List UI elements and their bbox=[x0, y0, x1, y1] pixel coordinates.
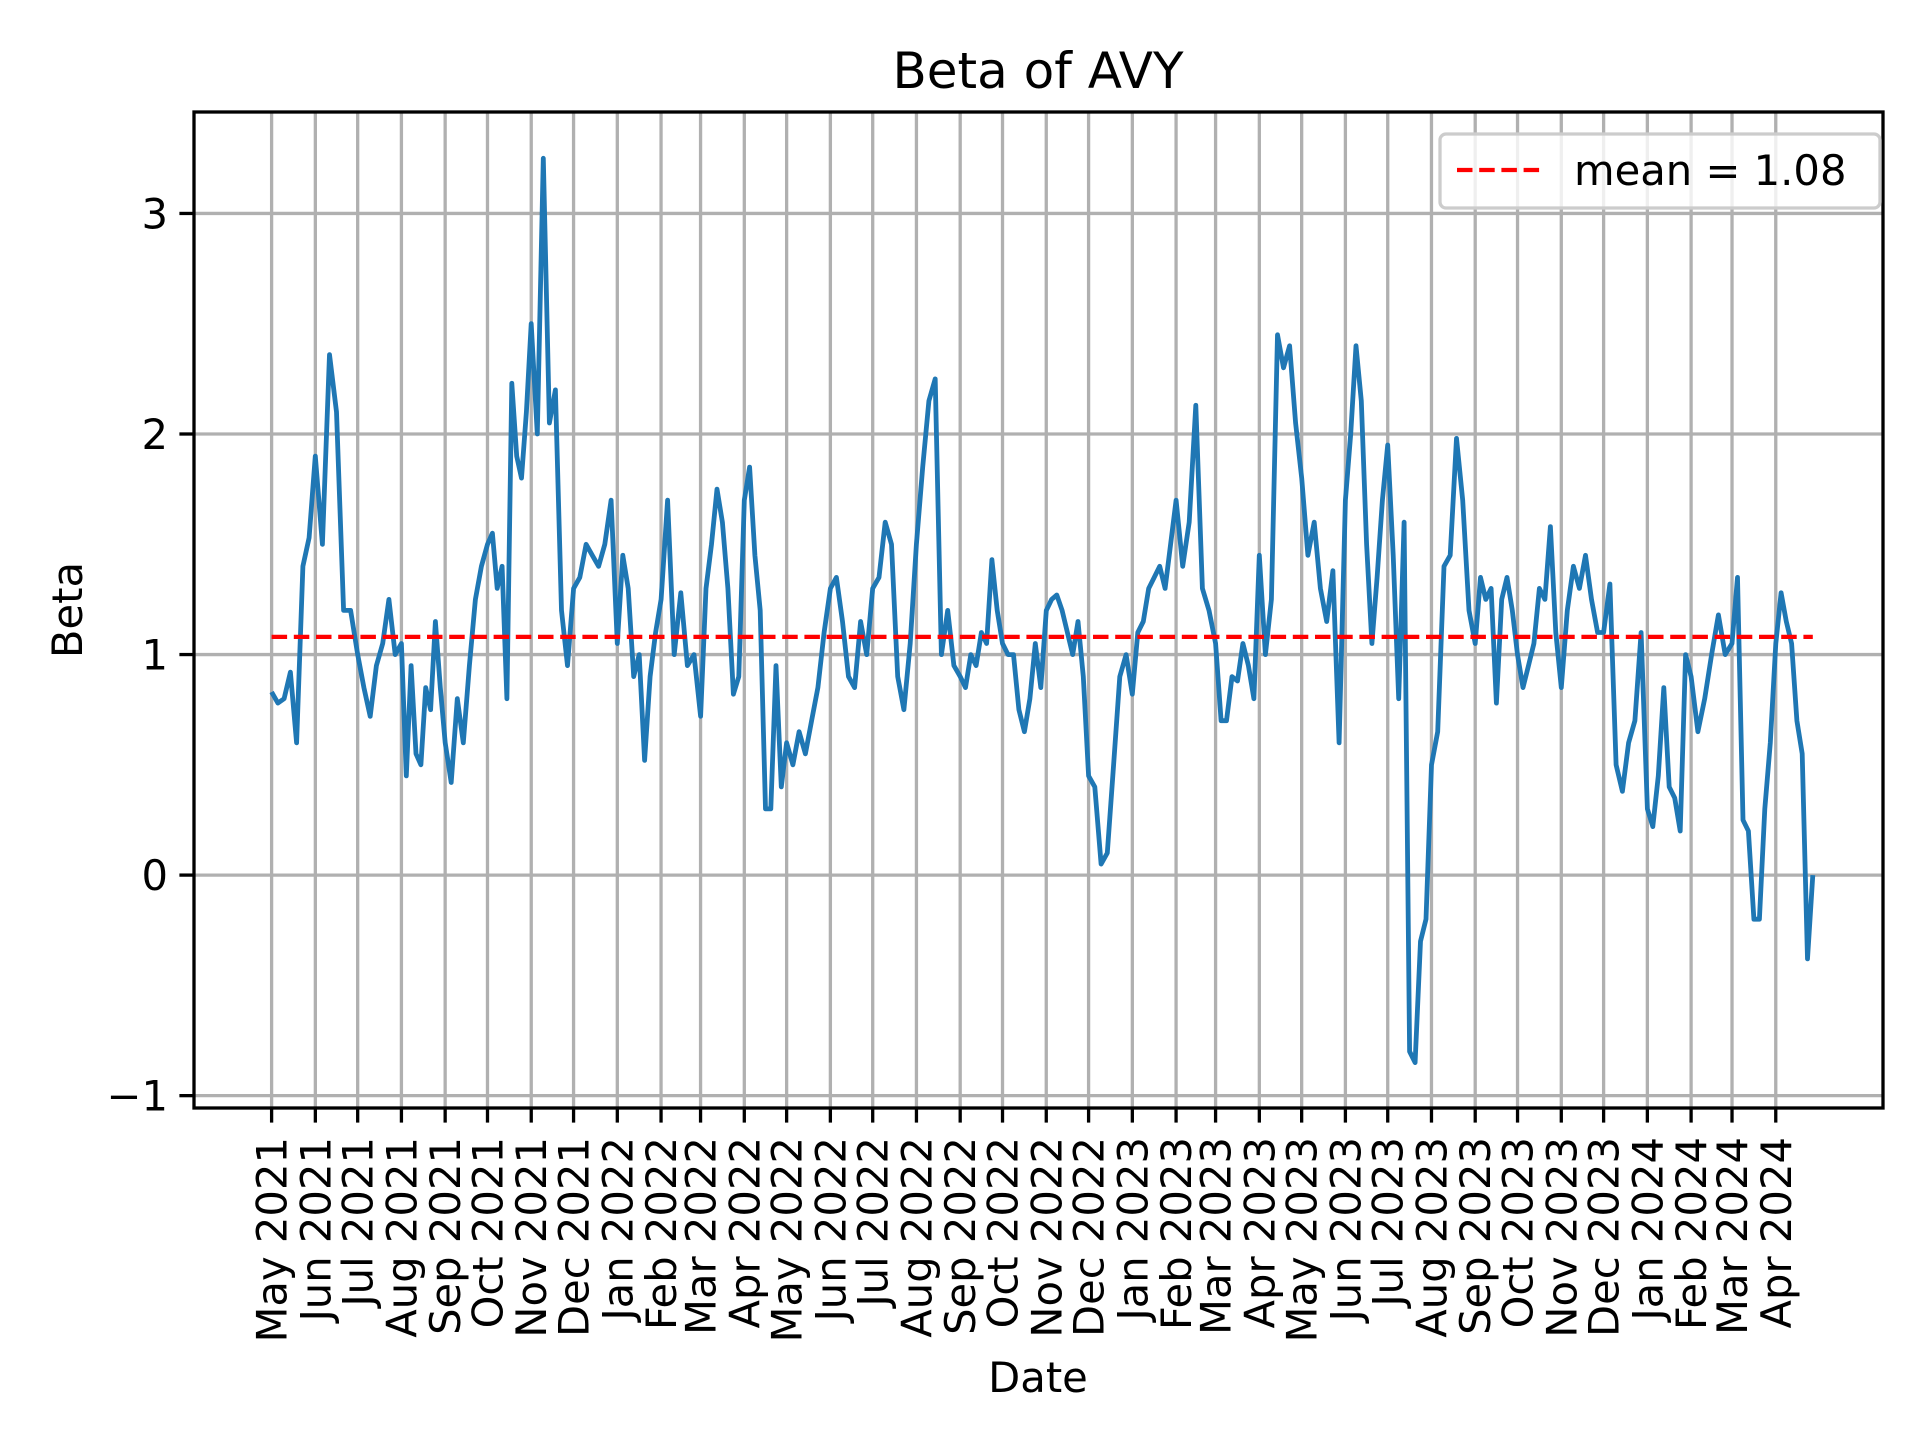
x-tick-label: May 2022 bbox=[763, 1137, 812, 1343]
x-tick-label: Jan 2024 bbox=[1623, 1137, 1672, 1324]
plot-frame bbox=[192, 110, 1885, 1110]
legend: mean = 1.08 bbox=[1438, 132, 1882, 210]
x-tick-label: Dec 2021 bbox=[550, 1137, 599, 1337]
x-axis-label: Date bbox=[988, 1353, 1088, 1402]
x-tick-label: Oct 2021 bbox=[463, 1137, 512, 1328]
legend-box bbox=[1438, 132, 1882, 210]
x-tick-label: Sep 2021 bbox=[421, 1137, 470, 1335]
x-tick-label: Jun 2023 bbox=[1321, 1137, 1370, 1324]
x-tick-label: Oct 2022 bbox=[979, 1137, 1028, 1328]
x-tick-label: Dec 2022 bbox=[1065, 1137, 1114, 1337]
y-tick-label: 2 bbox=[141, 410, 168, 459]
x-tick-label: Jun 2022 bbox=[806, 1137, 855, 1324]
y-tick-label: 0 bbox=[141, 851, 168, 900]
x-tick-label: Nov 2021 bbox=[507, 1137, 556, 1338]
x-tick-label: Mar 2022 bbox=[677, 1137, 726, 1335]
x-tick-label: Apr 2023 bbox=[1235, 1137, 1284, 1328]
x-tick-label: Mar 2024 bbox=[1708, 1137, 1757, 1335]
x-tick-label: Feb 2023 bbox=[1152, 1137, 1201, 1330]
x-tick-label: Dec 2023 bbox=[1580, 1137, 1629, 1337]
x-tick-label: Apr 2022 bbox=[720, 1137, 769, 1328]
chart-title: Beta of AVY bbox=[892, 42, 1183, 100]
x-tick-label: Nov 2023 bbox=[1537, 1137, 1586, 1338]
x-tick-label: Jul 2021 bbox=[334, 1137, 383, 1310]
x-tick-label: Sep 2023 bbox=[1451, 1137, 1500, 1335]
x-tick-label: Oct 2023 bbox=[1494, 1137, 1543, 1328]
x-tick-label: Jan 2023 bbox=[1108, 1137, 1157, 1324]
x-tick-label: Mar 2023 bbox=[1192, 1137, 1241, 1335]
x-tick-label: Nov 2022 bbox=[1022, 1137, 1071, 1338]
x-tick-label: Aug 2023 bbox=[1407, 1137, 1456, 1338]
grid bbox=[194, 112, 1883, 1108]
y-tick-label: 3 bbox=[141, 189, 168, 238]
x-tick-label: Jul 2022 bbox=[849, 1137, 898, 1310]
x-tick-label: Jan 2022 bbox=[593, 1137, 642, 1324]
x-tick-label: Jul 2023 bbox=[1364, 1137, 1413, 1310]
x-tick-label: Feb 2024 bbox=[1667, 1137, 1716, 1330]
beta-series-line bbox=[269, 155, 1816, 1065]
y-tick-label: −1 bbox=[107, 1072, 168, 1121]
x-tick-label: Jun 2021 bbox=[291, 1137, 340, 1324]
y-axis-label: Beta bbox=[43, 562, 92, 658]
x-tick-label: May 2023 bbox=[1278, 1137, 1327, 1343]
y-axis: −1 0 1 2 3 bbox=[107, 189, 194, 1121]
x-tick-label: Apr 2024 bbox=[1752, 1137, 1801, 1328]
x-tick-label: May 2021 bbox=[248, 1137, 297, 1343]
x-tick-label: Sep 2022 bbox=[936, 1137, 985, 1335]
legend-mean-label: mean = 1.08 bbox=[1574, 146, 1846, 195]
y-tick-label: 1 bbox=[141, 631, 168, 680]
x-tick-label: Aug 2022 bbox=[892, 1137, 941, 1338]
x-tick-label: Aug 2021 bbox=[377, 1137, 426, 1338]
x-tick-label: Feb 2022 bbox=[637, 1137, 686, 1330]
